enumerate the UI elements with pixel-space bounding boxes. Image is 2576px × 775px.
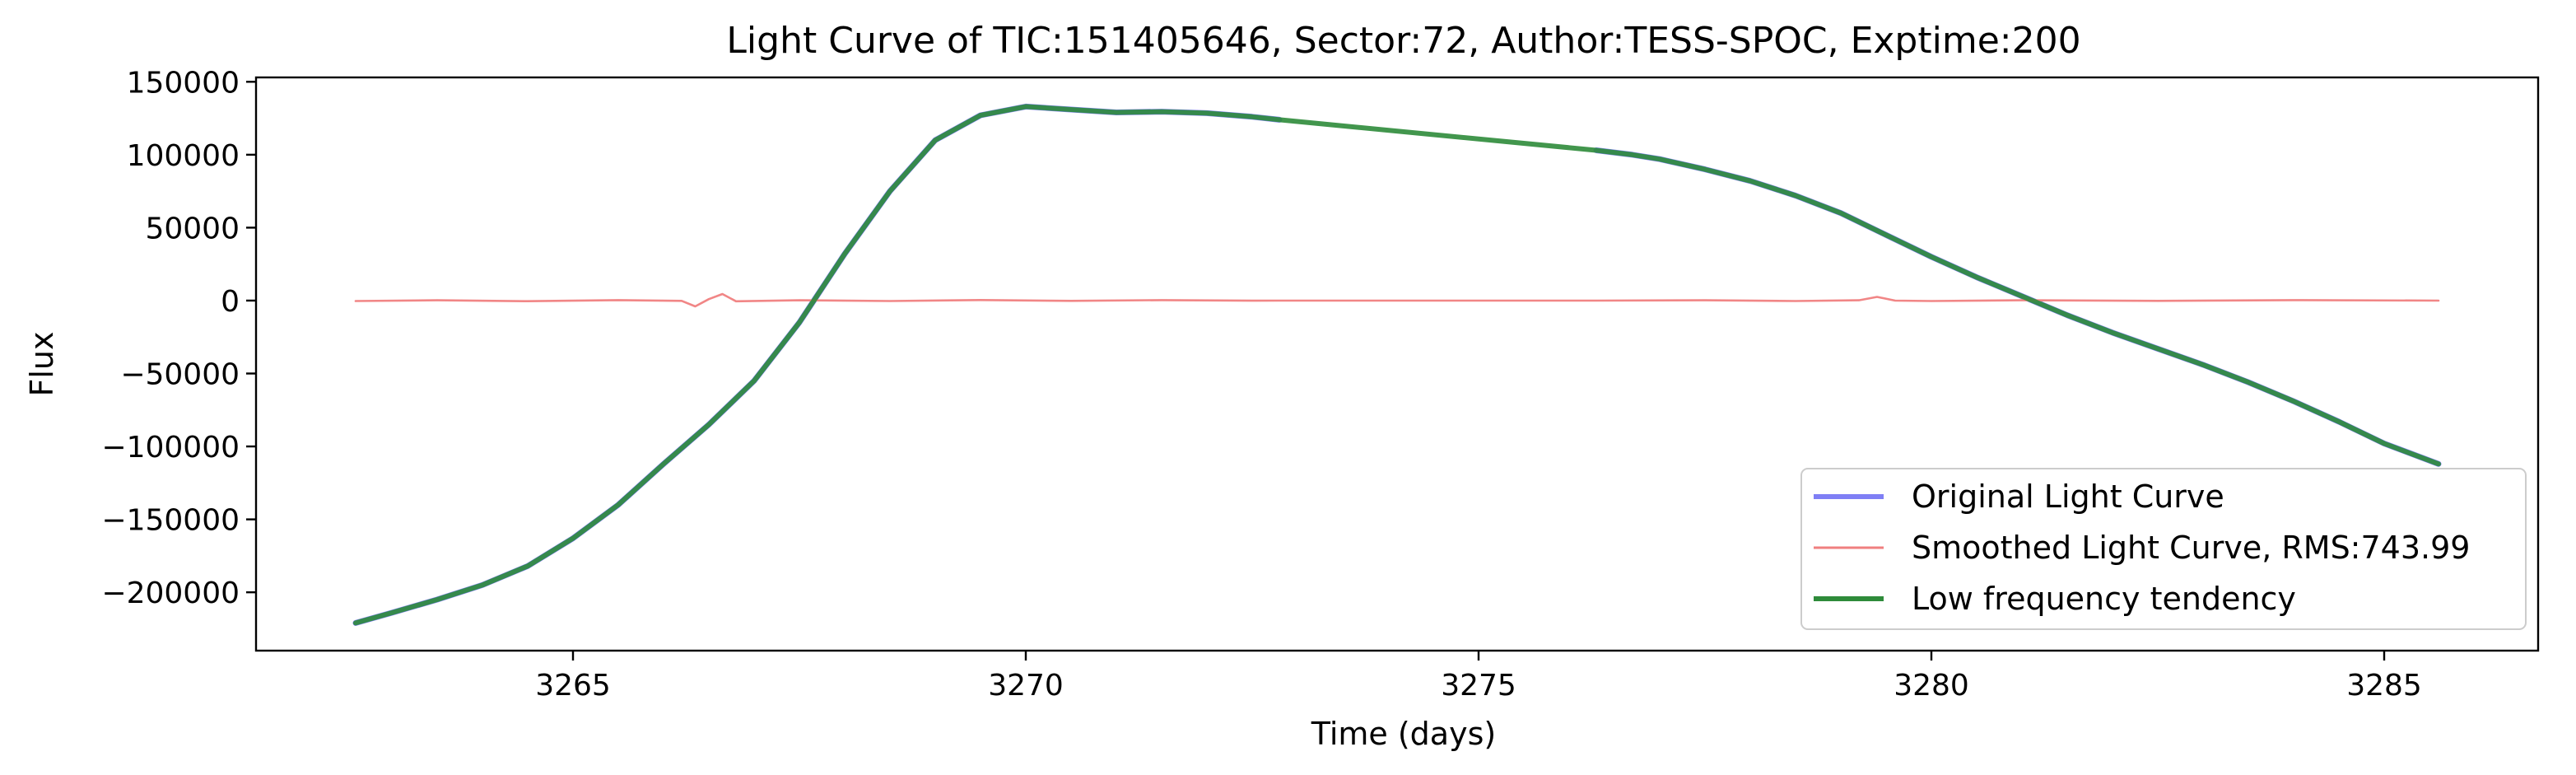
plot-area: 3265 3270 3275 3280 3285 −200000 −150000 −1000…: [101, 66, 2540, 703]
x-axis-ticks: 3265 3270 3275 3280 3285: [535, 651, 2422, 703]
y-tick-label: −200000: [101, 577, 240, 610]
series-layer: [352, 103, 2442, 626]
x-tick-label: 3285: [2346, 669, 2422, 703]
y-axis-label: Flux: [24, 332, 60, 397]
y-tick-label: −50000: [120, 358, 240, 392]
y-tick-label: 150000: [127, 66, 240, 100]
y-axis-ticks: −200000 −150000 −100000 −50000 0 50000 100000 1…: [101, 66, 256, 610]
legend: Original Light Curve Smoothed Light Curv…: [1800, 468, 2527, 630]
x-tick-label: 3270: [988, 669, 1064, 703]
axes-frame: [254, 76, 2540, 652]
x-tick-label: 3275: [1441, 669, 1516, 703]
legend-label-original: Original Light Curve: [1912, 479, 2224, 515]
legend-box: [1800, 468, 2527, 630]
x-axis-label: Time (days): [1311, 716, 1496, 752]
y-tick-label: 50000: [145, 212, 240, 245]
y-tick-label: 0: [221, 285, 240, 319]
y-tick-label: −100000: [101, 431, 240, 465]
series-smoothed-light-curve: [354, 292, 2440, 308]
y-tick-label: 100000: [127, 139, 240, 173]
series-low-frequency-tendency: [353, 104, 2441, 626]
chart-title: Light Curve of TIC:151405646, Sector:72,…: [726, 20, 2080, 62]
x-tick-label: 3265: [535, 669, 611, 703]
legend-label-smoothed: Smoothed Light Curve, RMS:743.99: [1912, 530, 2470, 566]
legend-label-low-frequency: Low frequency tendency: [1912, 581, 2296, 617]
y-tick-label: −150000: [101, 504, 240, 538]
x-tick-label: 3280: [1894, 669, 1969, 703]
